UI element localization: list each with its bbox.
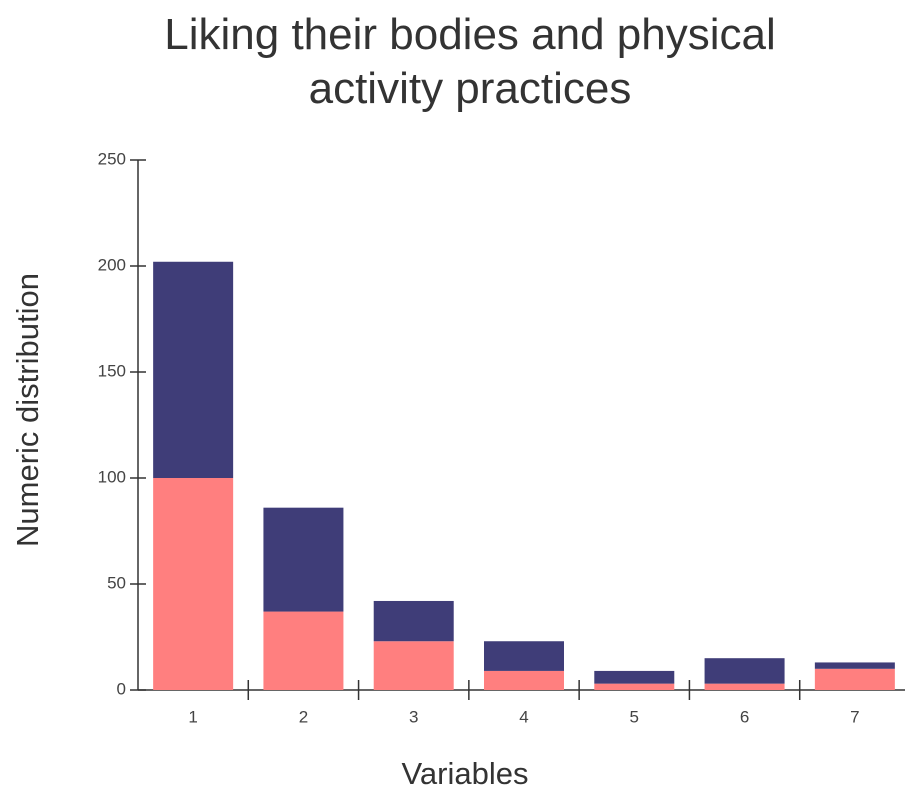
bar-segment (704, 658, 785, 684)
bar-segment (373, 600, 454, 642)
x-tick-label: 1 (188, 707, 197, 726)
bar-segment (373, 641, 454, 690)
y-tick-label: 150 (98, 361, 126, 380)
bar-segment (704, 683, 785, 690)
y-tick-label: 0 (117, 679, 126, 698)
bar-segment (814, 662, 895, 669)
bar-segment (484, 641, 564, 671)
x-tick-label: 3 (409, 707, 418, 726)
bar-segment (594, 683, 675, 690)
bar-segment (263, 507, 344, 612)
y-tick-label: 100 (98, 467, 126, 486)
bar-segment (263, 611, 344, 690)
x-axis-title: Variables (402, 756, 529, 791)
y-tick-label: 200 (98, 255, 126, 274)
bar-segment (594, 670, 675, 684)
x-tick-label: 7 (850, 707, 859, 726)
y-tick-label: 250 (98, 149, 126, 168)
x-tick-label: 4 (519, 707, 528, 726)
x-tick-label: 5 (630, 707, 639, 726)
bar-segment (153, 478, 234, 690)
y-axis-title: Numeric distribution (10, 273, 45, 547)
x-tick-label: 2 (299, 707, 308, 726)
bar-segment (153, 261, 234, 478)
bar-segment (814, 668, 895, 690)
x-tick-label: 6 (740, 707, 749, 726)
chart-title: Liking their bodies and physical activit… (164, 10, 776, 113)
bar-segment (484, 670, 564, 690)
y-tick-label: 50 (107, 573, 126, 592)
